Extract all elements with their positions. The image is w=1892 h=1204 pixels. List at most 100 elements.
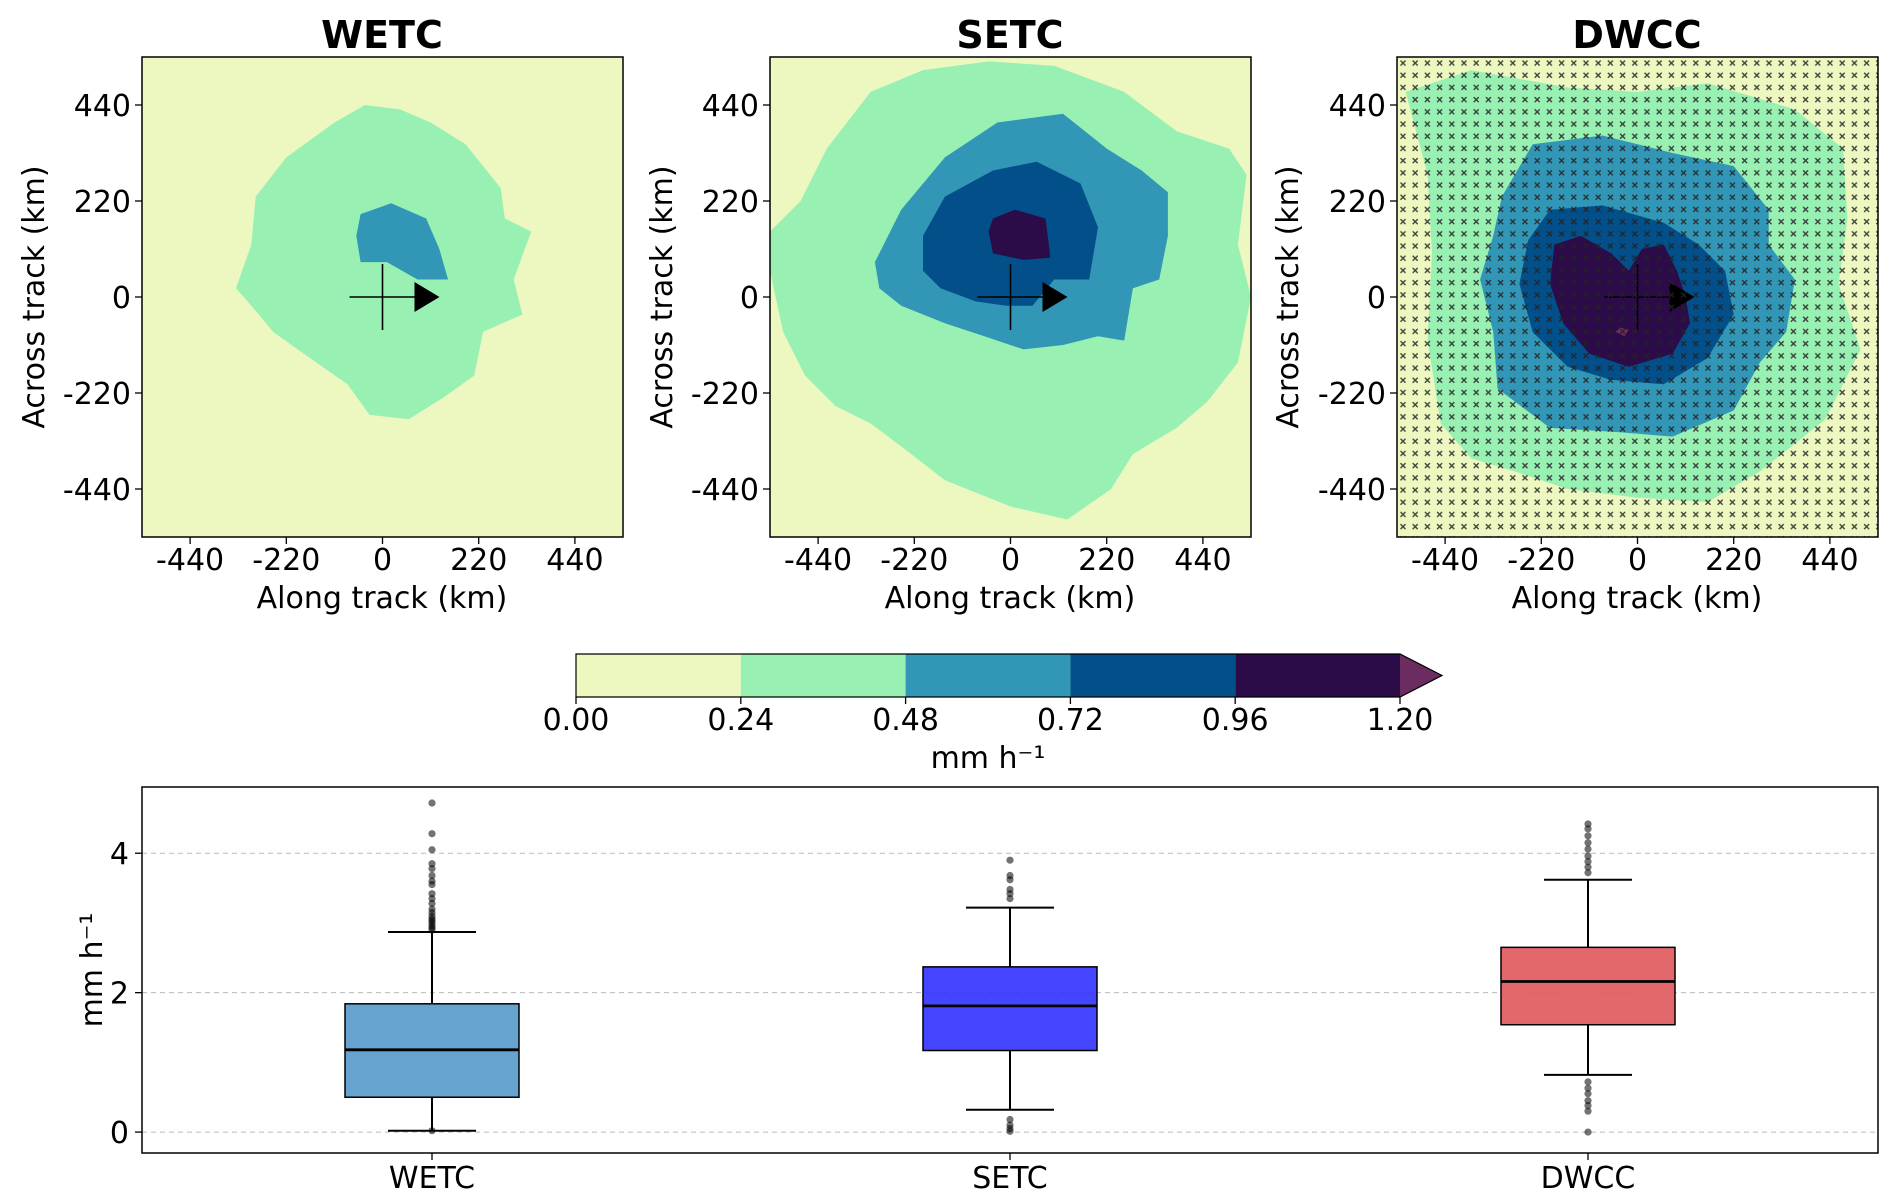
outlier-point bbox=[1584, 1090, 1592, 1098]
outlier-point bbox=[428, 905, 436, 913]
colorbar-segments bbox=[575, 653, 1444, 698]
outlier-point bbox=[428, 846, 436, 854]
outlier-point bbox=[428, 877, 436, 885]
y-tick-label: 220 bbox=[702, 185, 759, 220]
panel-dwcc-title: DWCC bbox=[1572, 13, 1701, 57]
outlier-point bbox=[1584, 832, 1592, 840]
storm-marker bbox=[349, 264, 440, 330]
panel-wetc-contours bbox=[142, 57, 623, 537]
x-tick-label: 220 bbox=[450, 543, 507, 578]
x-tick-label: -220 bbox=[880, 543, 948, 578]
box-body bbox=[1500, 946, 1676, 1026]
boxplot-x-tick-label: WETC bbox=[389, 1161, 475, 1196]
panel-dwcc-xticks: -440 -220 0 220 440 bbox=[1411, 537, 1859, 578]
panel-setc-xlabel: Along track (km) bbox=[885, 581, 1136, 616]
box-wetc bbox=[344, 799, 520, 1135]
colorbar-segment bbox=[576, 654, 741, 697]
outlier-point bbox=[428, 1127, 436, 1135]
colorbar-segment bbox=[1235, 654, 1400, 697]
panel-dwcc-ylabel: Across track (km) bbox=[1271, 165, 1306, 428]
boxplot: 0 2 4 WETC SETC DWCC mm h⁻¹ bbox=[75, 786, 1879, 1196]
panel-setc-ylabel: Across track (km) bbox=[645, 165, 680, 428]
outlier-point bbox=[428, 830, 436, 838]
outlier-point bbox=[428, 860, 436, 868]
outlier-point bbox=[1006, 885, 1014, 894]
outlier-point bbox=[1584, 857, 1592, 866]
outlier-point bbox=[1584, 863, 1592, 871]
y-tick-label: -220 bbox=[1318, 377, 1386, 412]
box-dwcc bbox=[1500, 820, 1676, 1136]
colorbar-tick-label: 0.24 bbox=[707, 703, 774, 738]
x-tick-label: -220 bbox=[252, 543, 320, 578]
colorbar-ticks: 0.00 0.24 0.48 0.72 0.96 1.20 bbox=[543, 697, 1434, 738]
y-tick-label: 0 bbox=[1367, 281, 1386, 316]
y-tick-label: -440 bbox=[691, 473, 759, 508]
y-tick-label: -440 bbox=[1318, 473, 1386, 508]
x-tick-label: 220 bbox=[1705, 543, 1762, 578]
boxplot-xticks: WETC SETC DWCC bbox=[389, 1153, 1635, 1196]
outlier-point bbox=[1584, 839, 1592, 847]
panel-wetc-yticks: -440 -220 0 220 440 bbox=[63, 89, 142, 508]
y-tick-label: -220 bbox=[691, 377, 759, 412]
y-tick-label: 440 bbox=[702, 89, 759, 124]
outlier-point bbox=[1584, 1107, 1592, 1115]
colorbar-tick-label: 1.20 bbox=[1367, 703, 1434, 738]
x-tick-label: 0 bbox=[373, 543, 392, 578]
colorbar-outline bbox=[575, 653, 1444, 698]
contour-0.48 bbox=[356, 203, 449, 280]
colorbar-tick-label: 0.96 bbox=[1202, 703, 1269, 738]
panel-wetc-xlabel: Along track (km) bbox=[257, 581, 508, 616]
colorbar-segment bbox=[740, 654, 906, 697]
colorbar-tick-label: 0.00 bbox=[543, 703, 610, 738]
x-tick-label: 440 bbox=[1801, 543, 1858, 578]
panel-setc-contours bbox=[770, 57, 1251, 537]
x-tick-label: -440 bbox=[156, 543, 224, 578]
y-tick-label: 0 bbox=[112, 281, 131, 316]
box-body bbox=[922, 966, 1098, 1052]
x-tick-label: 0 bbox=[1001, 543, 1020, 578]
colorbar-segment bbox=[905, 654, 1071, 697]
boxplot-yticks: 0 2 4 bbox=[110, 837, 142, 1151]
storm-marker bbox=[977, 264, 1068, 330]
x-tick-label: 440 bbox=[546, 543, 603, 578]
outlier-point bbox=[428, 799, 436, 807]
colorbar-tick-label: 0.72 bbox=[1037, 703, 1104, 738]
boxplot-y-tick-label: 4 bbox=[110, 837, 129, 872]
y-tick-label: 0 bbox=[740, 281, 759, 316]
outlier-point bbox=[1006, 1115, 1014, 1124]
panel-dwcc-xlabel: Along track (km) bbox=[1512, 581, 1763, 616]
boxplot-y-tick-label: 0 bbox=[110, 1116, 129, 1151]
colorbar-label: mm h⁻¹ bbox=[931, 741, 1046, 776]
y-tick-label: 220 bbox=[74, 185, 131, 220]
outlier-point bbox=[1584, 845, 1592, 853]
x-tick-label: -440 bbox=[1411, 543, 1479, 578]
x-tick-label: 0 bbox=[1628, 543, 1647, 578]
outlier-point bbox=[1584, 869, 1592, 877]
outlier-point bbox=[1584, 1101, 1592, 1110]
x-tick-label: 220 bbox=[1078, 543, 1135, 578]
outlier-point bbox=[1006, 856, 1014, 864]
x-tick-label: -440 bbox=[784, 543, 852, 578]
outlier-point bbox=[1584, 1078, 1592, 1086]
boxplot-x-tick-label: DWCC bbox=[1541, 1161, 1636, 1196]
colorbar: 0.00 0.24 0.48 0.72 0.96 1.20 mm h⁻¹ bbox=[543, 653, 1444, 776]
boxplot-ylabel: mm h⁻¹ bbox=[75, 913, 110, 1028]
panel-wetc-xticks: -440 -220 0 220 440 bbox=[156, 537, 604, 578]
colorbar-segment bbox=[1070, 654, 1236, 697]
panel-wetc-title: WETC bbox=[321, 13, 443, 57]
y-tick-label: -220 bbox=[63, 377, 131, 412]
panel-wetc: -440 -220 0 220 440 -440 -220 0 220 440 WETC Alo… bbox=[17, 13, 624, 616]
boxplot-boxes bbox=[344, 799, 1676, 1136]
contour-0.96 bbox=[988, 209, 1050, 260]
colorbar-extension bbox=[1400, 654, 1442, 697]
outlier-point bbox=[1584, 852, 1592, 860]
outlier-point bbox=[428, 890, 436, 898]
panel-dwcc-hatching bbox=[1397, 57, 1878, 537]
panel-setc: -440 -220 0 220 440 -440 -220 0 220 440 SETC Alo… bbox=[645, 13, 1252, 616]
x-tick-label: -220 bbox=[1507, 543, 1575, 578]
colorbar-tick-label: 0.48 bbox=[872, 703, 939, 738]
outlier-point bbox=[1584, 1084, 1592, 1092]
outlier-point bbox=[1584, 820, 1592, 828]
outlier-point bbox=[428, 871, 436, 880]
